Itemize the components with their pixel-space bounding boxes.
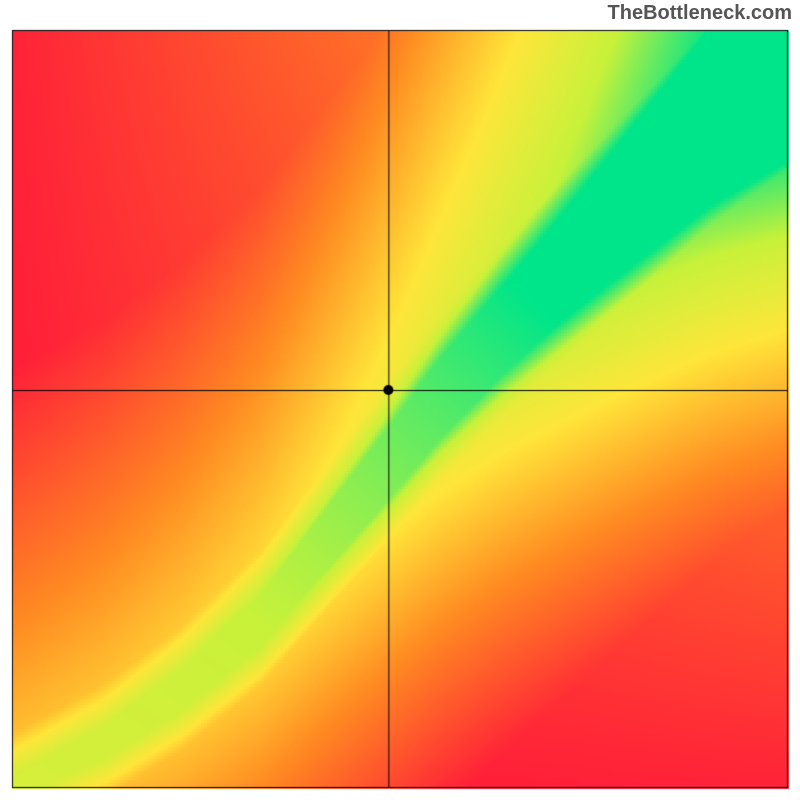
heatmap-canvas <box>0 0 800 800</box>
watermark-text: TheBottleneck.com <box>608 2 792 25</box>
chart-container: TheBottleneck.com <box>0 0 800 800</box>
